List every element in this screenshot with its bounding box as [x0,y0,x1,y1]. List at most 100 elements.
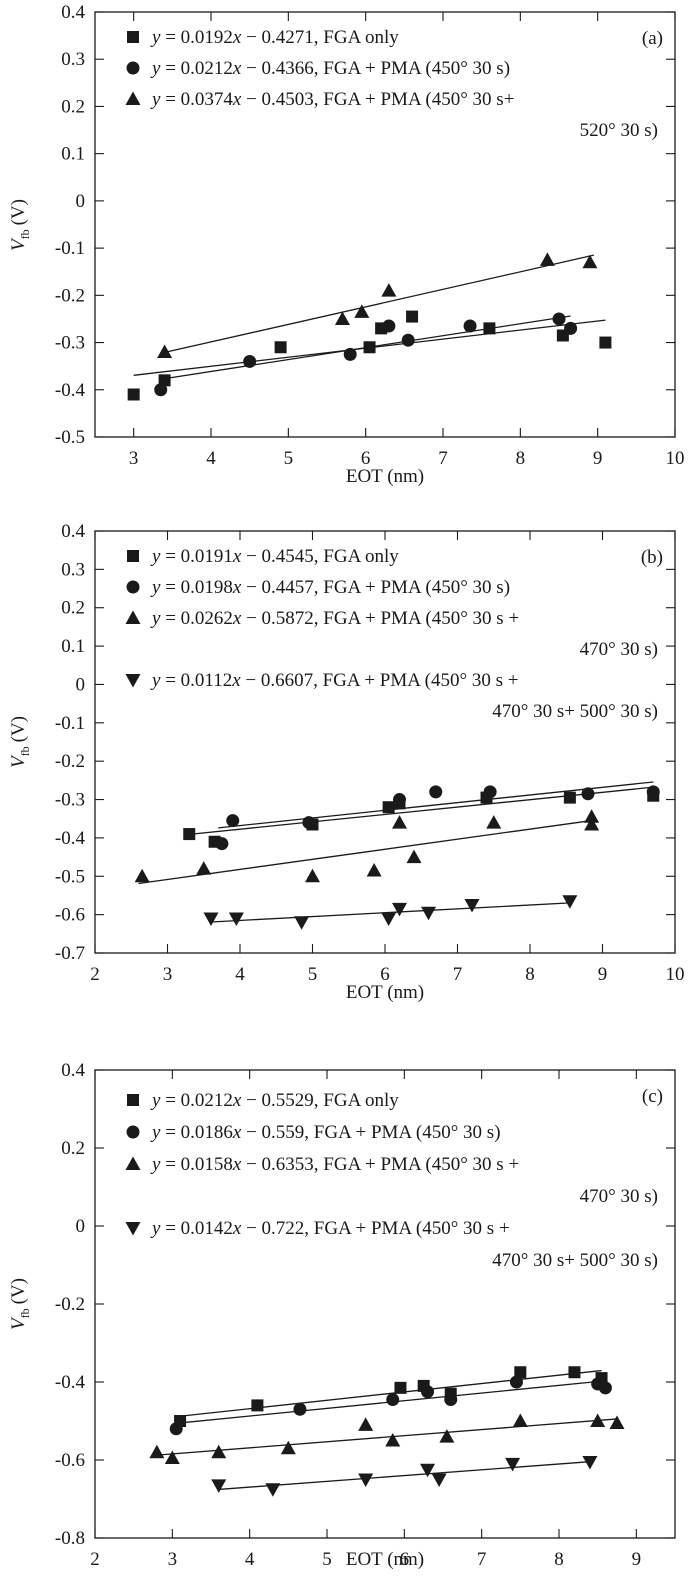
data-point-b-2-0 [134,868,150,883]
y-tick-label-a-5: 0 [76,191,86,212]
data-point-c-1-3 [421,1385,435,1399]
x-tick-label-b-4: 6 [380,964,390,985]
data-point-c-2-9 [609,1415,625,1429]
data-point-b-1-6 [581,787,595,801]
data-point-c-2-5 [385,1433,401,1447]
x-tick-label-a-7: 10 [666,448,685,469]
data-point-b-3-0 [203,912,219,926]
data-point-b-1-1 [226,814,240,828]
y-tick-label-a-3: -0.2 [55,285,85,306]
fit-line-a-2 [164,254,594,354]
y-tick-label-c-2: -0.4 [55,1372,86,1393]
data-point-b-1-7 [646,785,660,799]
data-point-a-0-2 [274,341,287,354]
y-tick-label-c-3: -0.2 [55,1294,85,1315]
y-tick-label-b-5: -0.2 [55,751,85,772]
y-tick-label-b-8: 0.1 [61,636,85,657]
x-tick-label-a-3: 6 [361,448,371,469]
y-axis-label-b: Vfb(V) [8,716,32,768]
data-point-c-0-2 [394,1381,407,1394]
panel-label-c: (c) [642,1086,663,1107]
y-tick-label-b-3: -0.4 [55,828,86,849]
data-point-c-1-4 [444,1393,458,1407]
plot-frame-a [94,11,676,438]
data-point-a-2-0 [157,344,173,358]
x-axis-label-c: EOT (nm) [346,1549,424,1570]
fit-line-b-3 [210,902,570,923]
x-tick-label-b-1: 3 [163,964,173,985]
y-tick-label-b-0: -0.7 [55,943,85,964]
data-point-b-2-1 [196,861,212,875]
x-tick-label-a-2: 5 [284,448,294,469]
data-point-c-2-8 [590,1413,606,1427]
data-point-a-1-2 [343,347,357,361]
data-point-c-3-2 [358,1473,374,1487]
data-point-b-1-4 [429,785,443,799]
data-point-b-1-3 [393,793,406,807]
x-tick-label-c-4: 6 [400,1549,410,1570]
x-tick-label-b-7: 9 [598,964,608,985]
legend-marker-a-2 [125,91,141,105]
panel-label-b: (b) [641,547,663,568]
legend-marker-b-1 [126,580,140,594]
x-tick-label-a-6: 9 [593,448,603,469]
data-point-c-2-0 [149,1444,165,1459]
data-point-a-1-5 [463,319,477,333]
y-tick-label-a-0: -0.5 [55,427,85,448]
data-point-c-1-2 [386,1393,400,1407]
data-point-c-2-6 [439,1429,455,1443]
x-tick-label-c-7: 9 [632,1549,642,1570]
x-tick-label-c-5: 7 [477,1549,487,1570]
x-tick-label-b-0: 2 [90,964,100,985]
legend-entry-b-0: y = 0.0191x − 0.4545, FGA only [150,546,399,567]
legend-entry-c-3: y = 0.0142x − 0.722, FGA + PMA (450° 30 … [150,1218,510,1239]
data-point-a-0-1 [158,374,171,387]
legend-marker-c-1 [126,1125,140,1139]
data-point-b-2-3 [366,863,382,877]
y-tick-label-b-4: -0.3 [55,790,85,811]
legend-entry-c-0: y = 0.0212x − 0.5529, FGA only [150,1090,399,1111]
legend-marker-a-1 [126,61,140,75]
data-point-c-3-6 [582,1455,598,1470]
data-point-a-1-7 [564,321,578,335]
y-tick-label-b-2: -0.5 [55,866,85,887]
legend-entry-b-1: y = 0.0198x − 0.4457, FGA + PMA (450° 30… [150,577,510,598]
x-axis-label-a: EOT (nm) [346,466,424,487]
data-point-b-2-2 [305,868,320,883]
data-point-c-1-1 [293,1402,307,1416]
fit-line-b-0 [189,786,654,835]
data-point-b-3-1 [228,912,244,926]
x-tick-label-c-0: 2 [90,1549,100,1570]
data-point-c-1-0 [169,1422,183,1436]
data-point-c-0-1 [251,1399,264,1412]
x-tick-label-b-3: 5 [308,964,318,985]
y-tick-label-b-6: -0.1 [55,713,85,734]
y-axis-label-a: Vfb(V) [8,199,32,251]
data-point-a-1-3 [382,319,396,333]
legend-entry-a-0: y = 0.0192x − 0.4271, FGA only [150,27,399,48]
fit-line-c-0 [176,1369,602,1418]
y-tick-label-b-9: 0.2 [61,598,85,619]
legend-entry-a-2: y = 0.0374x − 0.4503, FGA + PMA (450° 30… [150,89,514,110]
chart-panel-a: 3 4 5 6 7 8 9 10 -0.5 -0.4 -0.3 -0.2 -0.1 0 0.1 0.2 0.3 0… [8,2,685,487]
data-point-b-3-6 [464,899,480,913]
fit-line-c-2 [156,1418,618,1456]
y-tick-label-b-10: 0.3 [61,559,85,580]
data-point-b-2-7 [584,809,600,823]
y-tick-label-a-8: 0.3 [61,49,85,70]
x-tick-label-a-1: 4 [206,448,216,469]
legend-entry-continued-a-2: 520° 30 s) [580,120,658,141]
chart-panel-c: 2 3 4 5 6 7 8 9 -0.8 -0.6 -0.4 -0.2 0 0.2 0.4 EOT (nm) V… [8,1060,676,1570]
data-point-a-2-2 [354,304,370,318]
x-tick-label-c-2: 4 [245,1549,255,1570]
data-point-c-0-5 [514,1366,527,1379]
legend-marker-c-3 [125,1222,141,1236]
y-tick-label-b-11: 0.4 [61,521,85,542]
data-point-c-1-5 [509,1375,523,1389]
x-tick-label-c-6: 8 [554,1549,564,1570]
y-tick-label-a-1: -0.4 [55,380,86,401]
x-tick-label-a-0: 3 [129,448,139,469]
legend-entry-b-2: y = 0.0262x − 0.5872, FGA + PMA (450° 30… [150,608,519,629]
data-point-a-0-5 [406,310,419,323]
